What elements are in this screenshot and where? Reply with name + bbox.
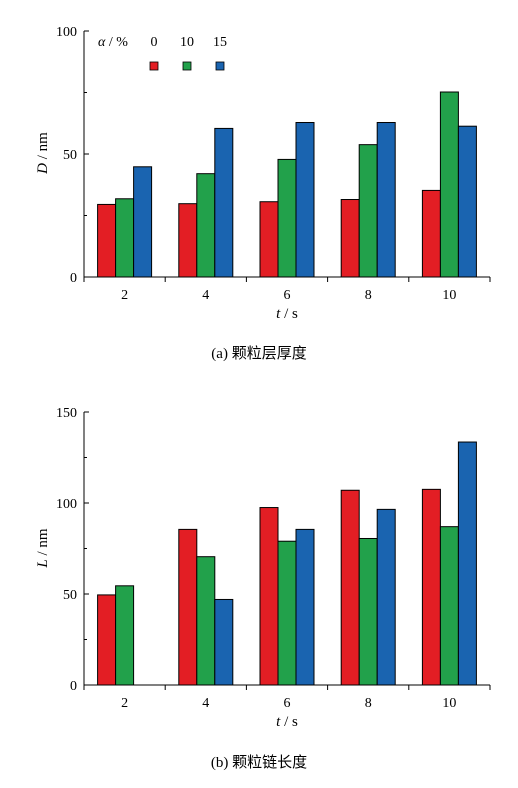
bar-series-0-t-8 — [340, 199, 360, 278]
legend-label-15: 15 — [213, 35, 227, 50]
panel-a-legend: α / % 0 10 15 — [98, 35, 227, 71]
bar-series-10-t-4 — [196, 556, 216, 686]
bar-series-15-t-4 — [214, 127, 234, 278]
bar-series-10-t-8 — [358, 537, 378, 686]
bar-series-10-t-6 — [277, 158, 297, 278]
x-tick-label: 6 — [284, 288, 291, 303]
bar-series-0-t-10 — [421, 488, 441, 686]
legend-label-0: 0 — [151, 35, 158, 50]
bar-series-0-t-6 — [259, 201, 279, 278]
bar-series-10-t-2 — [115, 198, 135, 278]
bar-series-10-t-2 — [115, 585, 135, 686]
bar-series-0-t-10 — [421, 189, 441, 278]
y-tick-label: 0 — [70, 679, 77, 694]
panel-b-caption: (b) 颗粒链长度 — [211, 754, 307, 771]
bar-series-15-t-6 — [295, 528, 315, 686]
x-tick-label: 2 — [121, 288, 128, 303]
bar-series-15-t-10 — [457, 125, 477, 278]
panel-a-layer-thickness-chart: 0 50 100 2 4 6 8 10 D / nm t / s α / % 0 10 15 (a… — [35, 25, 491, 362]
bar-series-0-t-2 — [97, 594, 117, 686]
panel-b-bars — [97, 441, 477, 686]
x-tick-label: 10 — [442, 288, 456, 303]
y-tick-label: 0 — [70, 271, 77, 286]
legend-swatch-0 — [149, 61, 159, 71]
bar-series-0-t-8 — [340, 489, 360, 686]
x-tick-label: 6 — [284, 696, 291, 711]
x-tick-label: 4 — [202, 696, 209, 711]
bar-series-0-t-6 — [259, 507, 279, 686]
y-tick-label: 50 — [63, 588, 77, 603]
bar-series-10-t-10 — [439, 526, 459, 686]
bar-series-15-t-6 — [295, 122, 315, 278]
y-tick-label: 150 — [56, 406, 77, 421]
y-tick-label: 50 — [63, 148, 77, 163]
x-tick-label: 4 — [202, 288, 209, 303]
bar-series-10-t-10 — [439, 91, 459, 278]
panel-a-y-axis-label: D / nm — [35, 132, 51, 175]
legend-swatch-10 — [182, 61, 192, 71]
bar-series-0-t-4 — [178, 203, 198, 278]
panel-a-bars — [97, 91, 477, 278]
legend-label-10: 10 — [180, 35, 194, 50]
bar-series-15-t-2 — [133, 166, 153, 278]
y-tick-label: 100 — [56, 497, 77, 512]
panel-a-caption: (a) 颗粒层厚度 — [211, 345, 306, 362]
bar-series-10-t-6 — [277, 540, 297, 686]
bar-series-15-t-8 — [376, 508, 396, 686]
bar-series-10-t-8 — [358, 144, 378, 278]
bar-series-10-t-4 — [196, 173, 216, 278]
panel-b-x-axis-label: t / s — [276, 714, 298, 730]
bar-series-15-t-4 — [214, 598, 234, 686]
bar-series-0-t-4 — [178, 528, 198, 686]
x-tick-label: 8 — [365, 696, 372, 711]
legend-swatch-15 — [215, 61, 225, 71]
bar-series-15-t-8 — [376, 122, 396, 278]
panel-b-y-axis-label: L / nm — [35, 528, 51, 569]
panel-b-chain-length-chart: 0 50 100 150 2 4 6 8 10 L / nm t / s (b) 颗粒链长度 — [35, 406, 491, 771]
bar-series-15-t-10 — [457, 441, 477, 686]
bar-series-0-t-2 — [97, 203, 117, 278]
panel-b-ticks: 0 50 100 150 2 4 6 8 10 — [56, 406, 491, 711]
panel-a-x-axis-label: t / s — [276, 306, 298, 322]
x-tick-label: 2 — [121, 696, 128, 711]
legend-title: α / % — [98, 35, 128, 50]
x-tick-label: 10 — [442, 696, 456, 711]
x-tick-label: 8 — [365, 288, 372, 303]
y-tick-label: 100 — [56, 25, 77, 40]
